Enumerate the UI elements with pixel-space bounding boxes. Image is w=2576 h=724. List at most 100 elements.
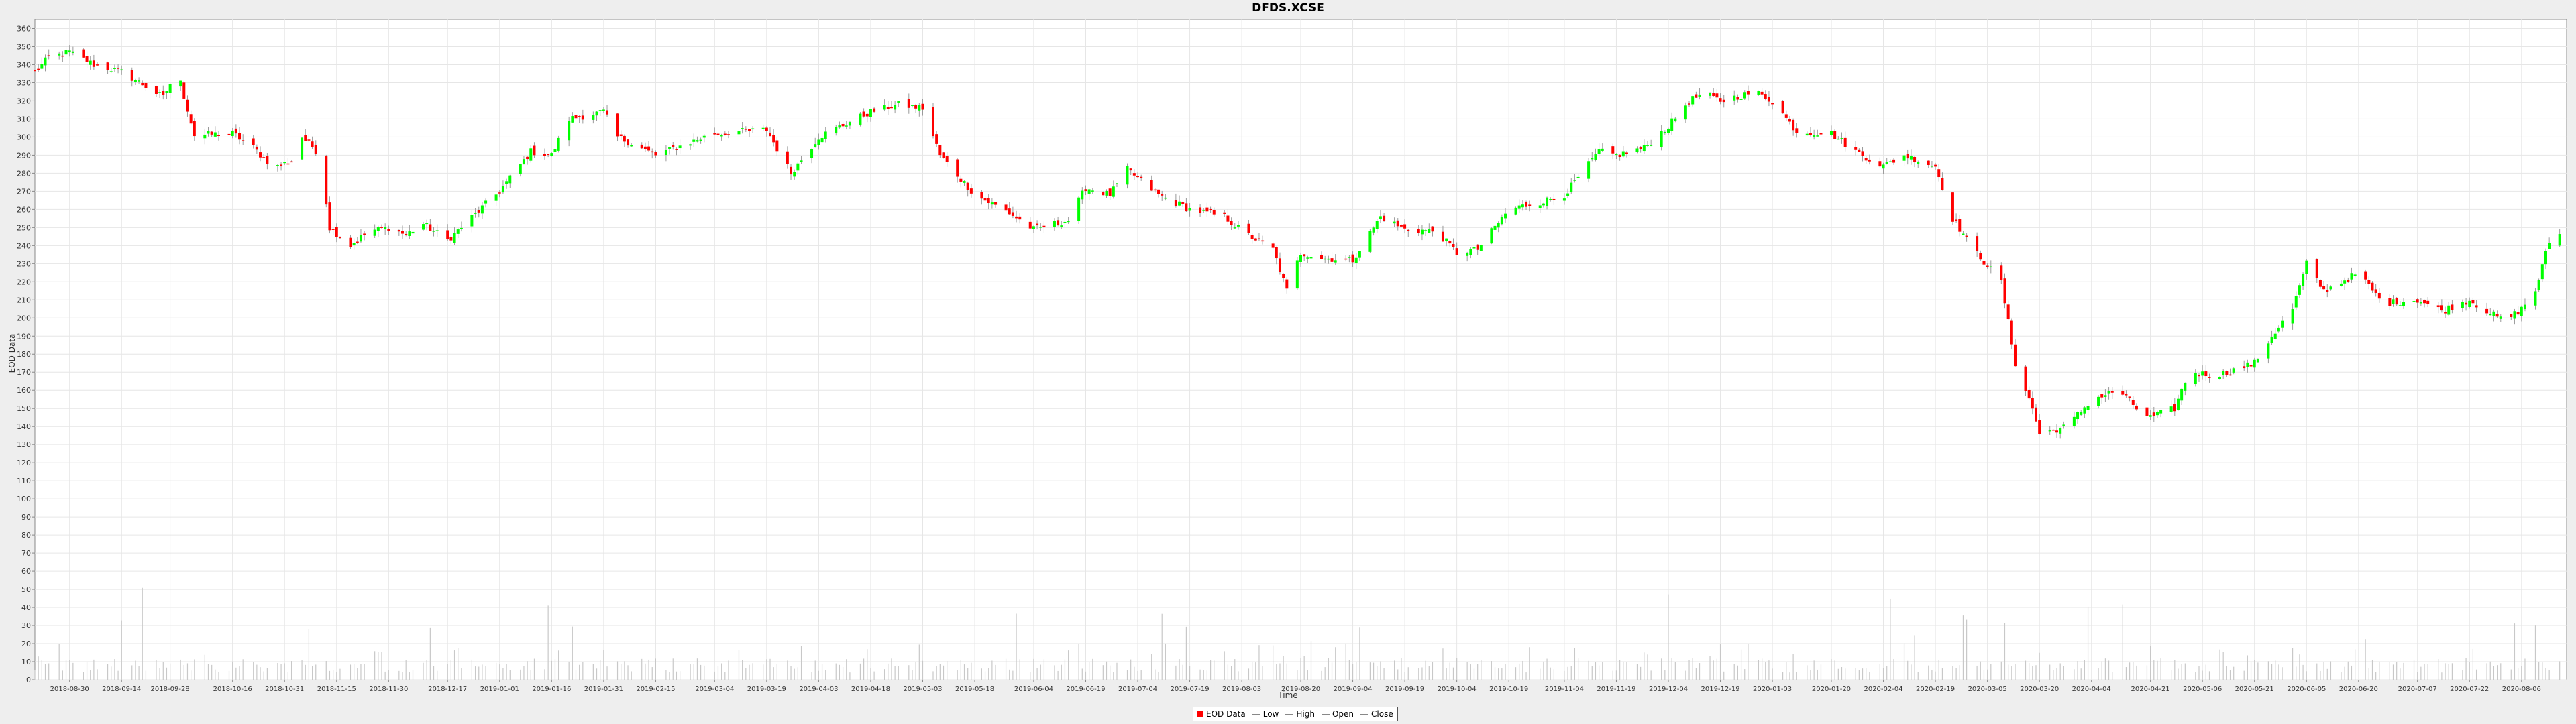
candle-body bbox=[301, 137, 304, 160]
candle-body bbox=[835, 127, 838, 134]
candle-body bbox=[2059, 428, 2062, 434]
candle-body bbox=[1028, 221, 1032, 229]
candle-body bbox=[154, 86, 158, 94]
candle-body bbox=[238, 133, 241, 140]
candle-body bbox=[1878, 161, 1882, 167]
candle-body bbox=[1639, 147, 1642, 149]
legend-label: Open bbox=[1332, 709, 1354, 719]
candle-body bbox=[1372, 227, 1375, 233]
candle-body bbox=[980, 192, 983, 199]
candle-body bbox=[550, 153, 553, 156]
candle-body bbox=[2353, 274, 2357, 276]
candle-body bbox=[2395, 298, 2398, 305]
x-tick-label: 2019-01-16 bbox=[532, 686, 571, 693]
candle-body bbox=[820, 137, 824, 143]
x-tick-label: 2019-05-03 bbox=[903, 686, 942, 693]
candle-body bbox=[1157, 189, 1161, 194]
candle-body bbox=[751, 128, 755, 130]
candle-body bbox=[627, 139, 630, 146]
candle-body bbox=[1039, 227, 1042, 228]
candle-body bbox=[1417, 229, 1420, 233]
candle-body bbox=[2298, 285, 2301, 295]
candle-body bbox=[2440, 305, 2443, 311]
candle-body bbox=[2461, 302, 2464, 309]
candle-body bbox=[44, 57, 47, 66]
candle-body bbox=[117, 68, 120, 69]
candle-body bbox=[331, 229, 335, 230]
candle-body bbox=[2499, 316, 2502, 319]
candle-body bbox=[262, 157, 266, 158]
x-tick-label: 2019-09-19 bbox=[1385, 686, 1424, 693]
y-tick-label: 210 bbox=[17, 296, 31, 304]
candle-body bbox=[408, 231, 411, 236]
y-tick-label: 190 bbox=[17, 332, 31, 341]
candle-body bbox=[1226, 215, 1230, 222]
candle-body bbox=[994, 202, 998, 205]
candle-body bbox=[227, 133, 231, 135]
candle-body bbox=[727, 134, 730, 135]
candle-body bbox=[1746, 90, 1750, 95]
legend-item: High bbox=[1285, 709, 1315, 719]
candle-body bbox=[231, 130, 234, 136]
candle-body bbox=[1081, 190, 1084, 200]
y-tick-label: 160 bbox=[17, 386, 31, 395]
candle-body bbox=[1552, 198, 1556, 200]
x-tick-label: 2019-06-04 bbox=[1014, 686, 1053, 693]
chart-legend: EOD Data Low High Open Close bbox=[1193, 707, 1398, 721]
candle-body bbox=[2451, 304, 2454, 310]
candle-body bbox=[883, 105, 886, 110]
x-tick-label: 2019-09-04 bbox=[1333, 686, 1372, 693]
candle-body bbox=[786, 151, 789, 164]
candle-body bbox=[449, 237, 453, 241]
candle-body bbox=[931, 107, 934, 137]
candle-body bbox=[1976, 236, 1979, 251]
candle-body bbox=[338, 237, 341, 239]
candle-body bbox=[2513, 311, 2516, 319]
candle-body bbox=[2152, 412, 2155, 416]
candle-body bbox=[109, 71, 113, 72]
candle-body bbox=[921, 103, 924, 110]
candle-body bbox=[1150, 180, 1153, 191]
candle-body bbox=[1351, 254, 1354, 263]
candle-body bbox=[2131, 400, 2135, 405]
candle-body bbox=[356, 241, 359, 243]
candle-body bbox=[547, 154, 550, 156]
candle-body bbox=[775, 140, 779, 152]
candle-body bbox=[769, 132, 772, 137]
candle-body bbox=[2294, 296, 2298, 308]
legend-swatch bbox=[1360, 713, 1369, 715]
candle-body bbox=[1472, 246, 1476, 249]
candle-body bbox=[595, 111, 598, 116]
candle-body bbox=[817, 139, 820, 145]
candle-body bbox=[1760, 91, 1764, 95]
candle-body bbox=[92, 60, 95, 67]
candle-body bbox=[2516, 312, 2520, 315]
legend-swatch bbox=[1252, 713, 1260, 715]
candle-body bbox=[425, 223, 429, 225]
candle-body bbox=[290, 161, 293, 163]
candle-body bbox=[89, 60, 92, 65]
y-tick-label: 130 bbox=[17, 440, 31, 449]
candle-body bbox=[1941, 178, 1944, 190]
candle-body bbox=[956, 159, 959, 177]
candle-body bbox=[203, 134, 207, 139]
candle-body bbox=[2426, 300, 2430, 304]
candle-body bbox=[598, 110, 602, 111]
x-tick-label: 2019-01-01 bbox=[480, 686, 519, 693]
y-tick-label: 280 bbox=[17, 169, 31, 178]
candle-body bbox=[814, 144, 817, 147]
candle-body bbox=[918, 105, 921, 111]
candle-body bbox=[664, 150, 667, 156]
y-tick-label: 230 bbox=[17, 259, 31, 268]
candle-body bbox=[1132, 173, 1136, 176]
candle-body bbox=[619, 134, 623, 136]
candle-body bbox=[1858, 149, 1861, 152]
candle-body bbox=[1597, 149, 1601, 155]
y-tick-label: 50 bbox=[21, 585, 31, 594]
candle-body bbox=[1018, 216, 1022, 220]
candle-body bbox=[1934, 164, 1937, 167]
candle-body bbox=[2281, 320, 2284, 328]
candle-body bbox=[643, 146, 647, 149]
candle-body bbox=[963, 181, 966, 183]
y-tick-label: 350 bbox=[17, 42, 31, 51]
